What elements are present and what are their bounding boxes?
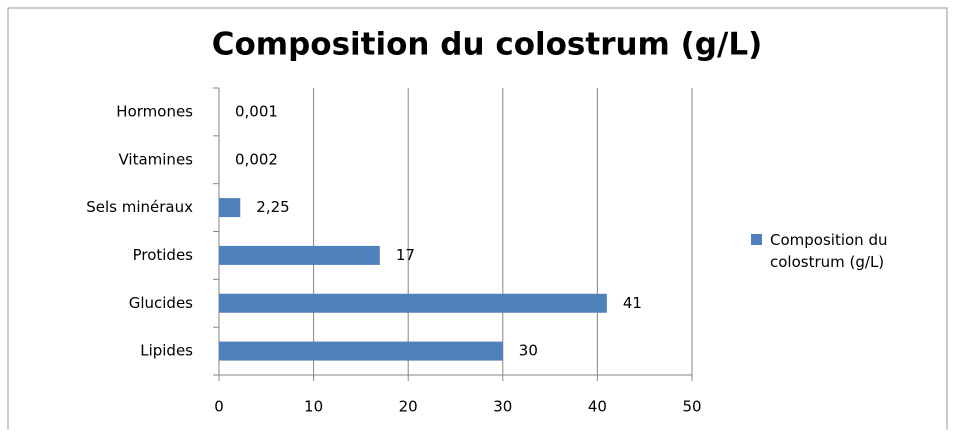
chart-border bbox=[8, 8, 947, 430]
bar bbox=[219, 198, 240, 217]
chart-title: Composition du colostrum (g/L) bbox=[212, 27, 763, 63]
bar bbox=[219, 246, 380, 265]
data-label: 0,001 bbox=[235, 102, 278, 120]
y-tick-label: Sels minéraux bbox=[86, 198, 193, 216]
legend-swatch bbox=[751, 234, 762, 245]
x-tick-label: 40 bbox=[588, 398, 607, 416]
bar bbox=[219, 342, 503, 361]
y-tick-label: Glucides bbox=[129, 294, 193, 312]
y-tick-label: Vitamines bbox=[118, 150, 193, 168]
x-tick-label: 20 bbox=[399, 398, 418, 416]
legend-label: Composition du colostrum (g/L) bbox=[770, 229, 945, 273]
data-label: 2,25 bbox=[256, 198, 289, 216]
y-tick-label: Protides bbox=[133, 246, 194, 264]
x-tick-label: 10 bbox=[304, 398, 323, 416]
data-label: 41 bbox=[623, 294, 642, 312]
bar bbox=[219, 294, 607, 313]
x-tick-label: 30 bbox=[493, 398, 512, 416]
data-label: 30 bbox=[519, 342, 538, 360]
x-tick-label: 0 bbox=[214, 398, 224, 416]
y-tick-label: Hormones bbox=[116, 102, 193, 120]
x-tick-label: 50 bbox=[682, 398, 701, 416]
data-label: 0,002 bbox=[235, 150, 278, 168]
y-tick-label: Lipides bbox=[140, 342, 193, 360]
data-label: 17 bbox=[396, 246, 415, 264]
